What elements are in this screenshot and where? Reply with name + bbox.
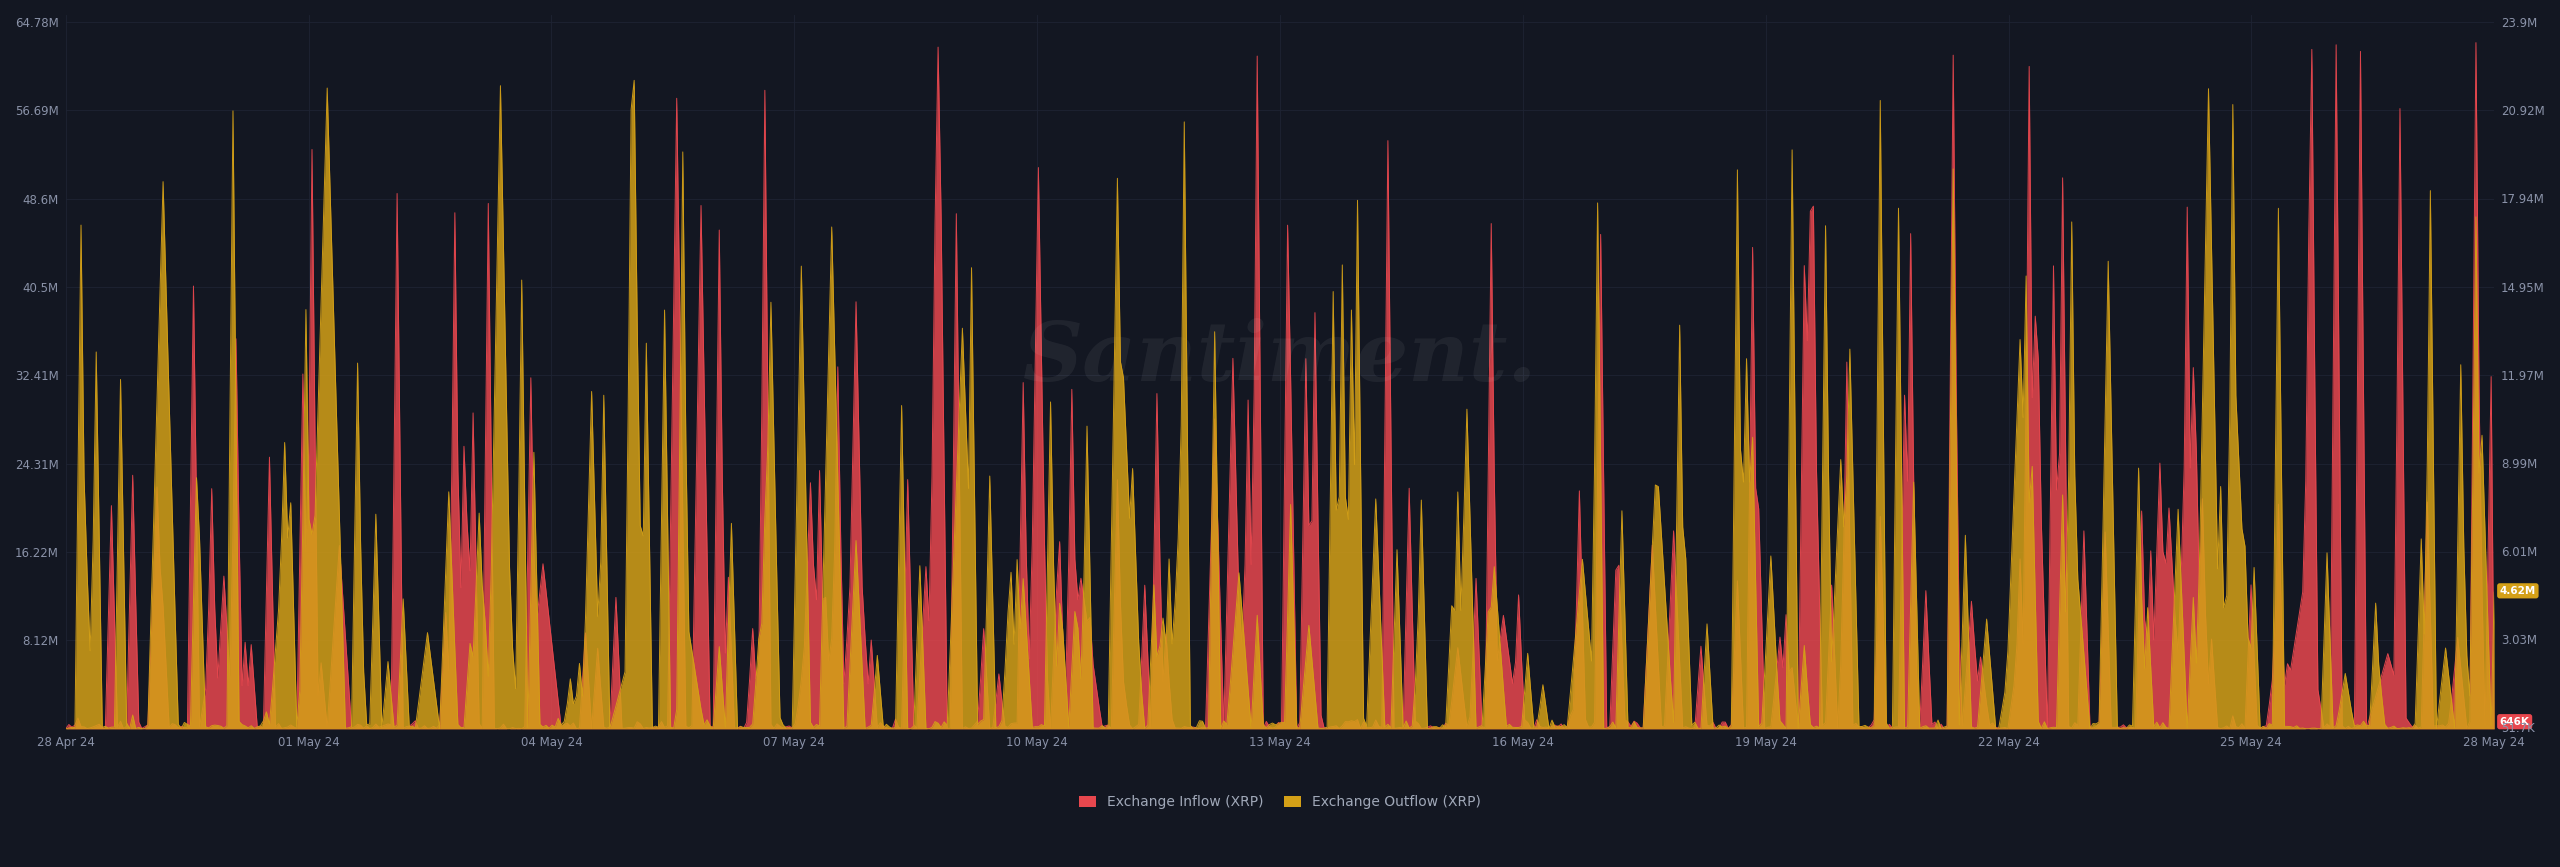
Text: 646K: 646K [2499, 717, 2529, 727]
Legend: Exchange Inflow (XRP), Exchange Outflow (XRP): Exchange Inflow (XRP), Exchange Outflow … [1073, 790, 1487, 815]
Text: 4.62M: 4.62M [2499, 586, 2537, 596]
Text: Santiment.: Santiment. [1024, 317, 1536, 398]
